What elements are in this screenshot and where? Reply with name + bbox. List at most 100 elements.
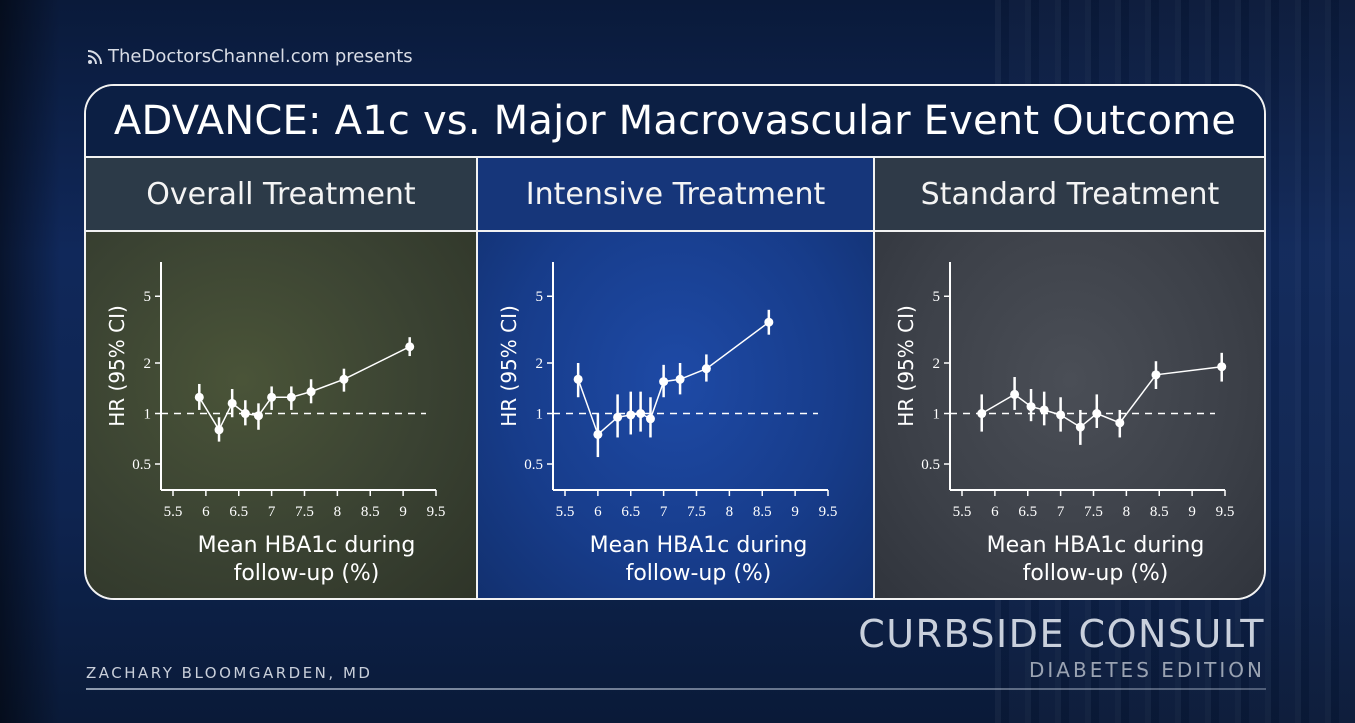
- data-point: [675, 374, 685, 384]
- data-point: [339, 374, 349, 384]
- data-point: [405, 342, 415, 352]
- x-tick-label: 8: [726, 504, 734, 520]
- y-tick-label: 2: [144, 356, 152, 372]
- y-axis-label: HR (95% CI): [497, 305, 521, 427]
- data-point: [764, 317, 774, 327]
- data-point: [1217, 362, 1227, 372]
- x-tick-label: 6.5: [1018, 504, 1037, 520]
- data-point: [306, 387, 316, 397]
- presenter-name: ZACHARY BLOOMGARDEN, MD: [86, 664, 373, 682]
- data-point: [1092, 409, 1102, 419]
- chart-standard: 0.5 1 2 5 5.5 6 6.5 7 7.5 8 8.5 9 9.5 HR (95% CI) Mean…: [894, 262, 1235, 586]
- x-axis-label-line2: follow-up (%): [1023, 561, 1169, 586]
- panel-title: Standard Treatment: [875, 158, 1264, 232]
- data-point: [267, 392, 277, 402]
- y-tick-label: 0.5: [524, 457, 543, 473]
- y-tick-label: 2: [536, 356, 544, 372]
- y-tick-label: 5: [933, 289, 941, 305]
- slide-title: ADVANCE: A1c vs. Major Macrovascular Eve…: [86, 86, 1264, 158]
- x-tick-label: 5.5: [164, 504, 183, 520]
- panel-body: 0.5 1 2 5 5.5 6 6.5 7 7.5 8 8.5 9 9.5 HR (95% CI) Mean…: [875, 232, 1264, 598]
- y-tick-label: 0.5: [921, 457, 940, 473]
- y-tick-label: 0.5: [132, 457, 151, 473]
- data-point: [626, 410, 636, 420]
- x-tick-label: 7: [268, 504, 276, 520]
- panel-title: Overall Treatment: [86, 158, 476, 232]
- x-tick-label: 9.5: [819, 504, 838, 520]
- y-tick-label: 2: [933, 356, 941, 372]
- x-tick-label: 9: [791, 504, 799, 520]
- x-tick-label: 6: [991, 504, 999, 520]
- x-tick-label: 6: [594, 504, 602, 520]
- y-tick-label: 5: [144, 289, 152, 305]
- panel-title: Intensive Treatment: [478, 158, 873, 232]
- panel-standard: Standard Treatment 0.5 1 2 5 5.5 6 6.5 7 7.5 8 8.5…: [875, 158, 1264, 598]
- data-point: [645, 414, 655, 424]
- x-tick-label: 6: [202, 504, 210, 520]
- data-point: [253, 411, 263, 421]
- background-shade: [0, 0, 60, 723]
- footer-divider: [86, 688, 1266, 690]
- data-point: [214, 425, 224, 435]
- x-tick-label: 7: [660, 504, 668, 520]
- series-line: [198, 346, 411, 432]
- brand: TheDoctorsChannel.com presents: [86, 46, 413, 67]
- data-point: [194, 392, 204, 402]
- x-tick-label: 6.5: [621, 504, 640, 520]
- x-axis-label-line1: Mean HBA1c during: [198, 533, 416, 558]
- data-point: [613, 412, 623, 422]
- x-tick-label: 7.5: [1084, 504, 1103, 520]
- y-tick-label: 5: [536, 289, 544, 305]
- panel-intensive: Intensive Treatment 0.5 1 2 5 5.5 6 6.5 7 7.5 8 8.…: [478, 158, 875, 598]
- x-tick-label: 8.5: [1150, 504, 1169, 520]
- x-tick-label: 6.5: [229, 504, 248, 520]
- data-point: [286, 392, 296, 402]
- x-tick-label: 8: [1123, 504, 1131, 520]
- data-point: [1151, 370, 1161, 380]
- data-point: [240, 409, 250, 419]
- data-point: [1026, 402, 1036, 412]
- x-tick-label: 5.5: [953, 504, 972, 520]
- chart-intensive: 0.5 1 2 5 5.5 6 6.5 7 7.5 8 8.5 9 9.5 HR (95% CI) Mean…: [497, 262, 838, 586]
- x-tick-label: 9: [1188, 504, 1196, 520]
- show-subtitle: DIABETES EDITION: [1029, 658, 1265, 682]
- y-tick-label: 1: [144, 407, 152, 423]
- x-tick-label: 8: [334, 504, 342, 520]
- data-point: [1115, 418, 1125, 428]
- data-point: [1075, 422, 1085, 432]
- y-axis-label: HR (95% CI): [105, 305, 129, 427]
- data-point: [1010, 389, 1020, 399]
- y-tick-label: 1: [536, 407, 544, 423]
- slide-frame: ADVANCE: A1c vs. Major Macrovascular Eve…: [84, 84, 1266, 600]
- data-point: [1039, 405, 1049, 415]
- series-line: [577, 321, 770, 436]
- x-tick-label: 5.5: [556, 504, 575, 520]
- data-point: [636, 409, 646, 419]
- data-point: [1056, 410, 1066, 420]
- rss-icon: [87, 49, 102, 64]
- panel-body: 0.5 1 2 5 5.5 6 6.5 7 7.5 8 8.5 9 9.5 HR (95% CI) Mean…: [86, 232, 476, 598]
- x-tick-label: 7.5: [687, 504, 706, 520]
- x-axis-label-line2: follow-up (%): [234, 561, 380, 586]
- x-tick-label: 7.5: [295, 504, 314, 520]
- panel-body: 0.5 1 2 5 5.5 6 6.5 7 7.5 8 8.5 9 9.5 HR (95% CI) Mean…: [478, 232, 873, 598]
- x-axis-label-line1: Mean HBA1c during: [590, 533, 808, 558]
- x-tick-label: 8.5: [361, 504, 380, 520]
- x-tick-label: 9.5: [427, 504, 446, 520]
- show-title: CURBSIDE CONSULT: [858, 612, 1265, 656]
- x-tick-label: 7: [1057, 504, 1065, 520]
- x-axis-label-line2: follow-up (%): [626, 561, 772, 586]
- x-tick-label: 9: [399, 504, 407, 520]
- data-point: [701, 364, 711, 374]
- x-axis-label-line1: Mean HBA1c during: [987, 533, 1205, 558]
- panel-overall: Overall Treatment 0.5 1 2 5 5.5 6 6.5 7 7.5 8 8.5 9…: [86, 158, 478, 598]
- data-point: [977, 409, 987, 419]
- brand-text: TheDoctorsChannel.com presents: [108, 46, 413, 67]
- series-line: [981, 365, 1222, 429]
- data-point: [593, 429, 603, 439]
- y-tick-label: 1: [933, 407, 941, 423]
- data-point: [659, 377, 669, 387]
- chart-overall: 0.5 1 2 5 5.5 6 6.5 7 7.5 8 8.5 9 9.5 HR (95% CI) Mean…: [105, 262, 446, 586]
- x-tick-label: 9.5: [1216, 504, 1235, 520]
- y-axis-label: HR (95% CI): [894, 305, 918, 427]
